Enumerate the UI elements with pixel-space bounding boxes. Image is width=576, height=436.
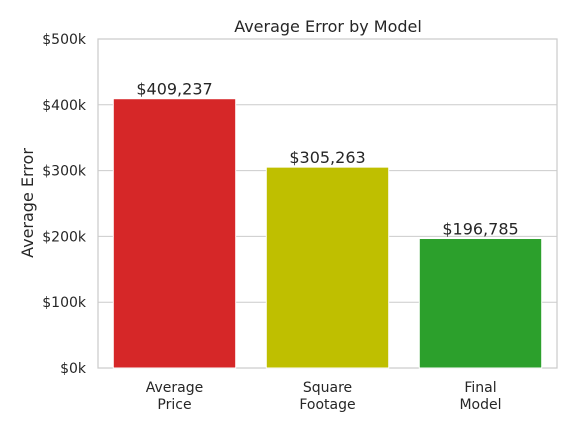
bar-value-labels: $409,237 $305,263 $196,785	[136, 80, 518, 239]
y-tick-label: $0k	[60, 361, 87, 377]
bar	[418, 238, 543, 369]
bars	[112, 98, 543, 369]
chart-title: Average Error by Model	[234, 17, 422, 36]
y-tick-label: $200k	[42, 229, 87, 245]
y-axis-ticks: $0k $100k $200k $300k $400k $500k	[42, 32, 87, 377]
x-tick-label: Model	[459, 397, 501, 413]
y-tick-label: $300k	[42, 164, 87, 180]
y-tick-label: $400k	[42, 98, 87, 114]
x-tick-label: Price	[157, 397, 191, 413]
bar-value-label: $305,263	[289, 148, 365, 167]
y-tick-label: $100k	[42, 295, 87, 311]
y-axis-label: Average Error	[18, 148, 37, 258]
y-tick-label: $500k	[42, 32, 87, 48]
bar-value-label: $196,785	[442, 220, 518, 239]
x-tick-label: Average	[146, 380, 204, 396]
x-tick-label: Footage	[299, 397, 355, 413]
bar	[112, 98, 237, 369]
bar	[265, 166, 390, 369]
bar-value-label: $409,237	[136, 80, 212, 99]
x-tick-label: Square	[303, 380, 352, 396]
x-tick-label: Final	[464, 380, 496, 396]
